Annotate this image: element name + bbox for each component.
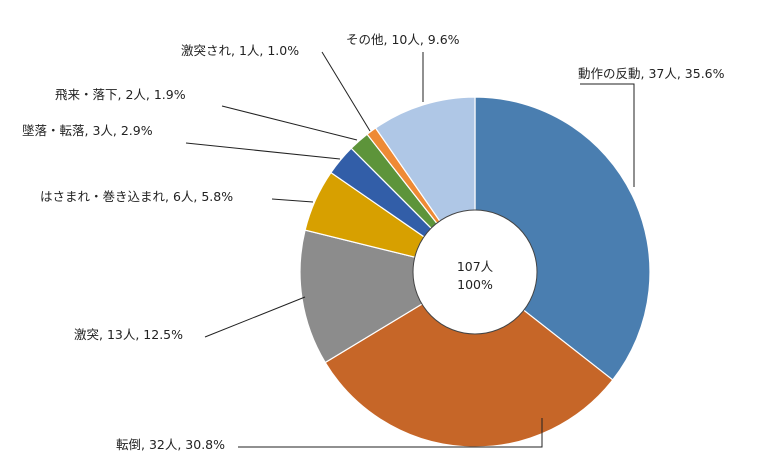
center-hole [412, 209, 538, 335]
slice-label-8: その他, 10人, 9.6% [346, 32, 460, 47]
total-count-label: 107人 [457, 259, 494, 274]
slice-label-2: 転倒, 32人, 30.8% [116, 437, 225, 452]
slice-label-1: 動作の反動, 37人, 35.6% [578, 66, 725, 81]
slice-label-3: 激突, 13人, 12.5% [74, 327, 183, 342]
slice-label-4: はさまれ・巻き込まれ, 6人, 5.8% [40, 189, 233, 204]
leader-line-3 [204, 296, 306, 338]
leader-line-7 [321, 51, 371, 132]
slice-labels: 動作の反動, 37人, 35.6% 転倒, 32人, 30.8% 激突, 13人, … [22, 32, 725, 452]
leader-lines [185, 51, 635, 448]
leader-line-5 [185, 142, 341, 160]
leader-line-2 [238, 418, 543, 448]
leader-line-4 [271, 198, 314, 203]
slice-label-5: 墜落・転落, 3人, 2.9% [22, 123, 153, 138]
leader-line-1 [580, 83, 635, 187]
slice-label-6: 飛来・落下, 2人, 1.9% [55, 87, 186, 102]
slice-label-7: 激突され, 1人, 1.0% [181, 43, 299, 58]
leader-line-6 [221, 105, 358, 141]
pie-slice-1 [474, 96, 651, 381]
total-percent-label: 100% [457, 277, 493, 292]
